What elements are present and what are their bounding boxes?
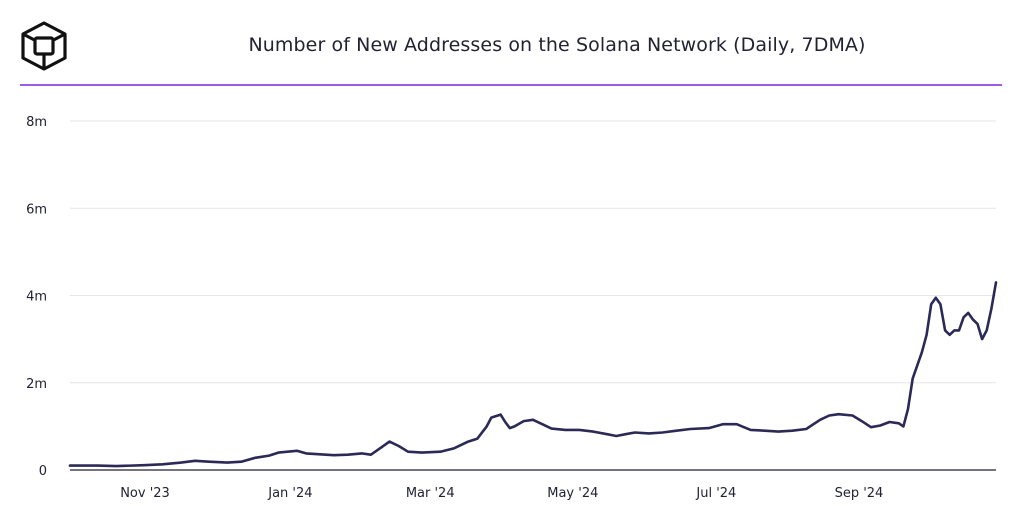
x-tick-label: Jul '24 xyxy=(695,486,736,501)
header-divider xyxy=(20,84,1002,86)
chart-header: Number of New Addresses on the Solana Ne… xyxy=(0,0,1024,86)
x-tick-label: Nov '23 xyxy=(120,486,170,501)
y-tick-label: 2m xyxy=(26,377,47,392)
y-axis-labels: 0 2m 4m 6m 8m xyxy=(26,115,47,479)
y-tick-label: 0 xyxy=(39,464,47,479)
chart-title: Number of New Addresses on the Solana Ne… xyxy=(248,34,866,56)
x-tick-label: Sep '24 xyxy=(835,486,884,501)
y-tick-label: 4m xyxy=(26,290,47,305)
series-layer xyxy=(68,281,998,468)
y-tick-label: 6m xyxy=(26,202,47,217)
x-tick-label: Mar '24 xyxy=(406,486,455,501)
grid-lines xyxy=(70,120,996,384)
series-line-new-addresses xyxy=(68,281,998,468)
cube-logo-icon xyxy=(20,20,68,72)
y-tick-label: 8m xyxy=(26,115,47,130)
x-axis-labels: Nov '23 Jan '24 Mar '24 May '24 Jul '24 Sep '… xyxy=(120,486,883,501)
x-tick-label: May '24 xyxy=(547,486,598,501)
x-tick-label: Jan '24 xyxy=(267,486,312,501)
